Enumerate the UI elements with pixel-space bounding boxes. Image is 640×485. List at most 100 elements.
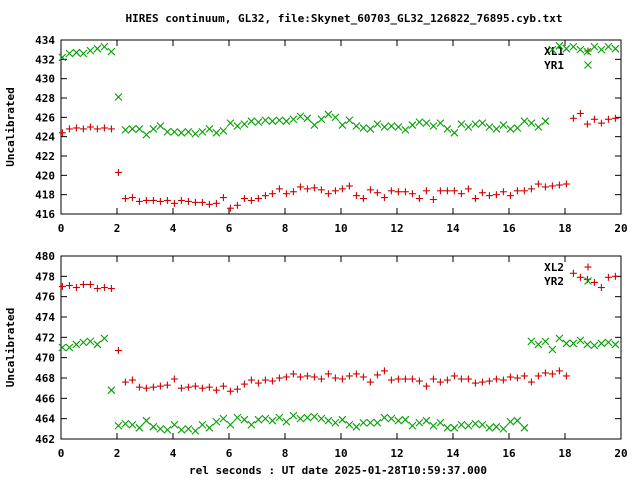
data-point bbox=[499, 188, 507, 196]
data-point bbox=[590, 278, 598, 286]
data-point bbox=[366, 418, 375, 427]
data-point bbox=[597, 339, 606, 348]
data-point bbox=[331, 113, 340, 122]
data-point bbox=[247, 420, 256, 429]
data-point bbox=[100, 284, 108, 292]
data-point bbox=[177, 384, 185, 392]
data-point bbox=[65, 281, 73, 289]
data-point bbox=[191, 198, 199, 206]
data-point bbox=[289, 370, 297, 378]
data-point bbox=[527, 119, 536, 128]
legend-marker-xl2 bbox=[584, 263, 592, 271]
data-point bbox=[100, 334, 109, 343]
data-point bbox=[233, 122, 242, 130]
data-point bbox=[380, 413, 389, 422]
data-point bbox=[149, 125, 158, 133]
data-point bbox=[359, 195, 367, 203]
data-point bbox=[583, 340, 592, 349]
data-point bbox=[394, 123, 403, 131]
x-tick-label: 0 bbox=[58, 447, 65, 460]
data-point bbox=[520, 423, 529, 432]
data-point bbox=[408, 190, 416, 198]
top-panel: 416 418 420 422 424 426 428 430 432 434 0 2 4 6 8 10 12 1… bbox=[4, 34, 628, 235]
data-point bbox=[429, 122, 438, 130]
data-point bbox=[464, 123, 473, 131]
data-point bbox=[541, 337, 550, 346]
y-tick-label: 472 bbox=[35, 331, 55, 344]
data-point bbox=[429, 421, 438, 430]
data-point bbox=[338, 185, 346, 193]
data-point bbox=[317, 375, 325, 383]
data-point bbox=[345, 420, 354, 429]
y-axis-label: Uncalibrated bbox=[4, 308, 17, 387]
data-point bbox=[569, 269, 577, 277]
data-point bbox=[352, 192, 360, 200]
x-tick-label: 8 bbox=[282, 447, 289, 460]
data-point bbox=[128, 125, 137, 133]
data-point bbox=[436, 418, 445, 427]
legend-label-xl2: XL2 bbox=[544, 261, 564, 274]
data-point bbox=[296, 373, 304, 381]
data-point bbox=[170, 199, 178, 207]
data-point bbox=[373, 371, 381, 379]
x-tick-label: 4 bbox=[170, 222, 177, 235]
legend-marker-yr1 bbox=[584, 61, 592, 69]
data-point bbox=[142, 130, 151, 139]
data-point bbox=[387, 376, 395, 384]
data-point bbox=[240, 380, 248, 388]
data-point bbox=[555, 181, 563, 189]
data-point bbox=[548, 45, 557, 54]
data-point bbox=[142, 196, 150, 204]
data-point bbox=[205, 200, 213, 208]
data-point bbox=[156, 382, 164, 390]
data-point bbox=[338, 121, 347, 129]
data-point bbox=[436, 119, 445, 128]
data-point bbox=[58, 283, 66, 290]
data-point bbox=[289, 188, 297, 196]
data-point bbox=[597, 119, 605, 127]
data-point bbox=[289, 115, 298, 124]
data-point bbox=[401, 375, 409, 383]
data-point bbox=[422, 382, 430, 390]
data-point bbox=[394, 188, 402, 196]
data-point bbox=[611, 114, 619, 122]
data-point bbox=[310, 184, 318, 192]
data-point bbox=[408, 121, 417, 129]
data-point bbox=[555, 367, 563, 375]
data-point bbox=[394, 416, 403, 425]
data-point bbox=[240, 415, 249, 424]
data-point bbox=[506, 417, 515, 426]
data-point bbox=[282, 373, 290, 381]
x-tick-label: 12 bbox=[390, 222, 403, 235]
data-point bbox=[380, 123, 389, 131]
data-point bbox=[443, 187, 451, 195]
data-point bbox=[282, 190, 290, 198]
data-point bbox=[149, 196, 157, 204]
y-axis-label: Uncalibrated bbox=[4, 87, 17, 166]
data-point bbox=[128, 194, 136, 202]
x-tick-label: 0 bbox=[58, 222, 65, 235]
data-point bbox=[450, 187, 458, 195]
data-point bbox=[394, 375, 402, 383]
data-point bbox=[457, 420, 466, 429]
data-point bbox=[422, 416, 431, 425]
data-point bbox=[569, 114, 577, 122]
data-point bbox=[359, 418, 368, 427]
data-point bbox=[541, 183, 549, 191]
data-point bbox=[492, 375, 500, 383]
data-point bbox=[450, 128, 459, 137]
data-point bbox=[296, 183, 304, 191]
data-point bbox=[240, 120, 249, 128]
data-point bbox=[520, 117, 529, 126]
data-point bbox=[471, 120, 480, 128]
data-point bbox=[576, 109, 584, 117]
data-point bbox=[373, 120, 382, 128]
data-point bbox=[520, 372, 528, 380]
data-point bbox=[65, 49, 74, 58]
data-point bbox=[107, 386, 116, 395]
x-tick-label: 10 bbox=[334, 222, 347, 235]
data-point bbox=[233, 385, 241, 393]
data-point bbox=[408, 421, 417, 430]
data-point bbox=[541, 369, 549, 377]
